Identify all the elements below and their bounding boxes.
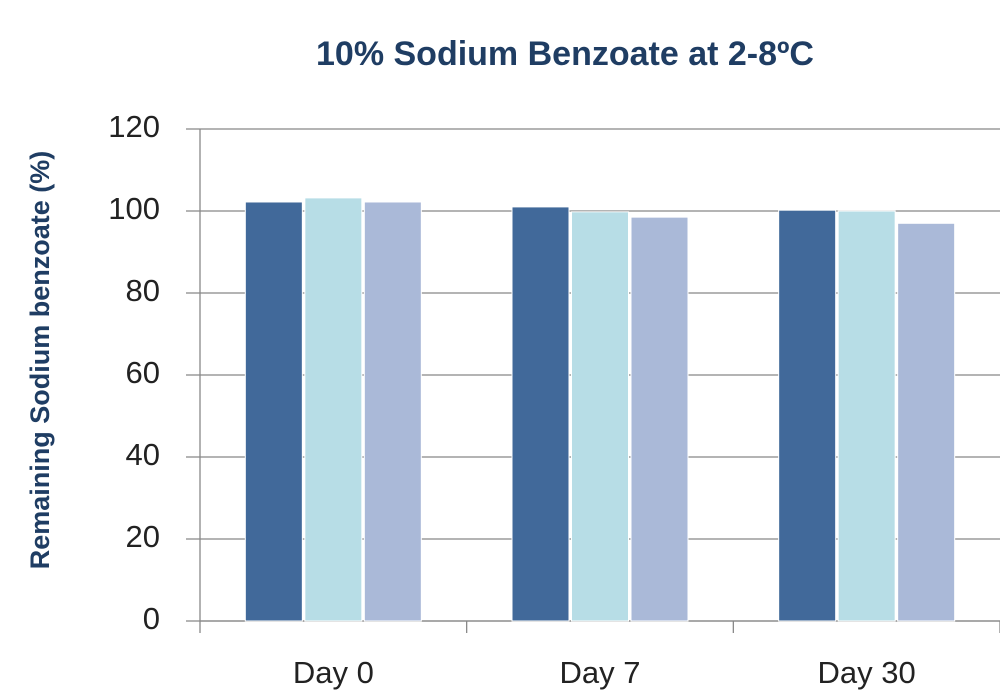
bar — [511, 206, 570, 622]
bar — [778, 209, 837, 622]
y-tick-label: 0 — [143, 601, 160, 636]
bar — [244, 201, 303, 622]
bar — [304, 197, 363, 622]
bar — [837, 210, 896, 622]
x-tick-label: Day 0 — [293, 655, 374, 690]
x-tick-label: Day 7 — [560, 655, 641, 690]
bar — [363, 201, 422, 622]
y-tick-label: 60 — [126, 355, 160, 390]
y-tick-label: 100 — [108, 191, 160, 226]
bar — [571, 211, 629, 622]
chart-title: 10% Sodium Benzoate at 2-8ºC — [316, 35, 814, 73]
y-tick-label: 80 — [126, 273, 160, 308]
bar — [630, 216, 689, 622]
y-tick-label: 120 — [108, 109, 160, 144]
bar — [897, 222, 956, 622]
y-axis-label: Remaining Sodium benzoate (%) — [25, 151, 55, 570]
y-tick-label: 20 — [126, 519, 160, 554]
x-tick-label: Day 30 — [818, 655, 916, 690]
y-tick-label: 40 — [126, 437, 160, 472]
